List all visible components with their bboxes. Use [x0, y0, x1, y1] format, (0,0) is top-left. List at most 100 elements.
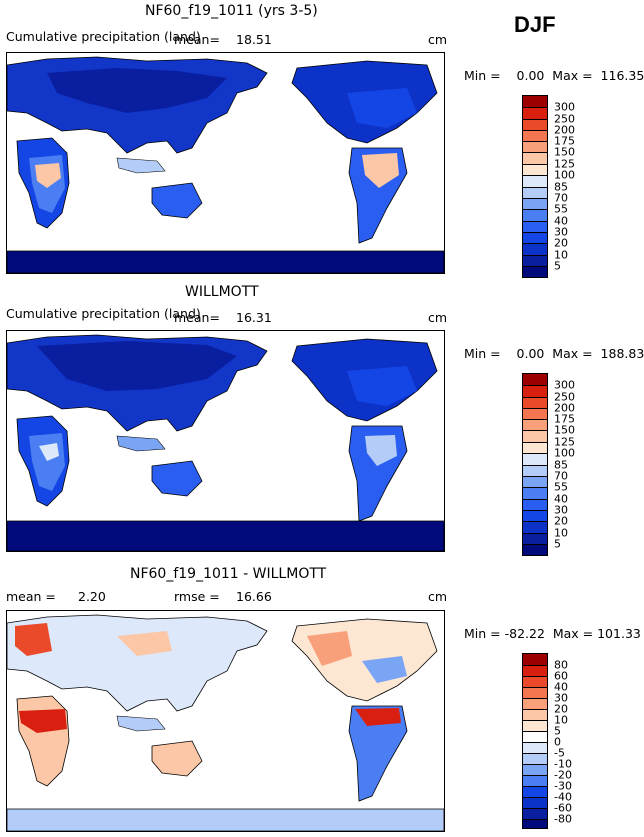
- panel1-region-eurasia-dark: [47, 68, 227, 113]
- panel2-cbar-cell: [522, 521, 548, 533]
- panel3-title: NF60_f19_1011 - WILLMOTT: [130, 566, 327, 582]
- panel3-cbar-cell: [522, 742, 548, 753]
- panel1-map: [6, 52, 445, 274]
- panel3-cbar-cell: [522, 676, 548, 687]
- panel2-title: WILLMOTT: [185, 284, 259, 300]
- panel1-cbar-cell: [522, 141, 548, 152]
- panel3-cbar-label: 40: [554, 680, 568, 694]
- panel2-units: cm: [428, 310, 448, 325]
- panel2-cbar-cell: [522, 533, 548, 544]
- panel1-cbar-label: 150: [554, 145, 575, 159]
- panel2-region-indonesia: [116, 435, 166, 452]
- panel3-cbar-label: 30: [554, 691, 568, 705]
- panel3-rmse-value: 16.66: [236, 589, 272, 604]
- season-label: DJF: [514, 12, 556, 37]
- panel3-cbar-cell: [522, 709, 548, 720]
- panel1-cbar-label: 125: [554, 157, 575, 171]
- panel1-mean-value: 18.51: [236, 32, 272, 47]
- panel3-cbar-cell: [522, 819, 548, 829]
- panel2-cbar-cell: [522, 430, 548, 442]
- panel1-region-australia: [151, 182, 203, 219]
- panel1-cbar-cell: [522, 175, 548, 187]
- panel1-cbar-label: 40: [554, 214, 568, 228]
- panel2-cbar-cell: [522, 442, 548, 453]
- panel1-cbar-cell: [522, 198, 548, 209]
- panel3-cbar-label: -40: [554, 790, 572, 804]
- panel3-cbar-label: -30: [554, 779, 572, 793]
- panel3-cbar-label: 80: [554, 658, 568, 672]
- panel2-cbar-label: 250: [554, 390, 575, 404]
- panel3-cbar-label: -80: [554, 812, 572, 826]
- panel2-cbar-label: 20: [554, 514, 568, 528]
- panel1-cbar-cell: [522, 107, 548, 119]
- panel2-cbar-label: 150: [554, 423, 575, 437]
- panel2-cbar-label: 40: [554, 492, 568, 506]
- panel3-cbar-cell: [522, 731, 548, 742]
- panel3-cbar-cell: [522, 698, 548, 709]
- panel2-cbar-cell: [522, 476, 548, 487]
- panel1-cbar-cell: [522, 119, 548, 130]
- panel2-cbar-cell: [522, 419, 548, 430]
- panel3-cbar-label: 60: [554, 669, 568, 683]
- panel2-cbar-label: 300: [554, 378, 575, 392]
- panel3-region-south-america: [348, 705, 408, 802]
- panel2-mean-label: mean=: [174, 310, 220, 325]
- panel1-cbar-label: 10: [554, 248, 568, 262]
- panel1-cbar-cell: [522, 130, 548, 141]
- panel1-minmax: Min = 0.00 Max = 116.35: [464, 68, 644, 83]
- panel3-region-eurasia: [7, 614, 268, 712]
- panel1-cbar-label: 20: [554, 236, 568, 250]
- panel1-cbar-cell: [522, 243, 548, 255]
- panel1-region-indonesia: [116, 157, 166, 174]
- panel2-region-australia: [151, 460, 203, 497]
- panel1-cbar-cell: [522, 164, 548, 175]
- panel2-region-south-america-wet: [365, 435, 397, 466]
- panel3-cbar-cell: [522, 786, 548, 797]
- panel3-cbar-label: -60: [554, 801, 572, 815]
- panel2-cbar-label: 70: [554, 469, 568, 483]
- panel1-cbar-label: 85: [554, 180, 568, 194]
- panel2-cbar-label: 100: [554, 446, 575, 460]
- panel2-cbar-label: 55: [554, 480, 568, 494]
- panel2-cbar-label: 175: [554, 412, 575, 426]
- panel1-mean-label: mean=: [174, 32, 220, 47]
- panel1-cbar-cell: [522, 266, 548, 278]
- panel1-cbar-label: 5: [554, 259, 561, 273]
- panel3-map: [6, 610, 445, 832]
- panel2-cbar-label: 200: [554, 401, 575, 415]
- panel3-cbar-label: 0: [554, 735, 561, 749]
- panel2-minmax: Min = 0.00 Max = 188.83: [464, 346, 644, 361]
- panel1-title: NF60_f19_1011 (yrs 3-5): [145, 3, 318, 19]
- panel1-cbar-cell: [522, 152, 548, 164]
- panel1-cbar-cell: [522, 232, 548, 243]
- panel2-region-africa-wet: [39, 443, 59, 461]
- panel3-cbar-label: 5: [554, 724, 561, 738]
- panel1-cbar-label: 175: [554, 134, 575, 148]
- panel3-cbar-label: -20: [554, 768, 572, 782]
- panel3-cbar-cell: [522, 764, 548, 775]
- panel2-cbar-cell: [522, 397, 548, 408]
- panel3-region-indonesia: [116, 715, 166, 732]
- panel3-region-north-america-dry: [362, 656, 407, 683]
- panel1-region-africa-wet: [35, 163, 61, 188]
- panel1-region-south-america-wet: [362, 153, 399, 188]
- panel3-cbar-label: -5: [554, 746, 565, 760]
- panel1-cbar-cell: [522, 221, 548, 232]
- panel2-cbar-label: 125: [554, 435, 575, 449]
- panel3-cbar-label: 10: [554, 713, 568, 727]
- panel1-cbar-cell: [522, 209, 548, 221]
- panel1-region-antarctica: [7, 250, 444, 273]
- panel2-cbar-frame: [522, 373, 548, 556]
- panel3-region-north-america-wet: [307, 631, 352, 666]
- panel2-cbar-cell: [522, 465, 548, 476]
- panel2-map: [6, 330, 445, 552]
- panel3-cbar-cell: [522, 753, 548, 764]
- panel2-subtitle: Cumulative precipitation (land): [6, 306, 201, 321]
- panel3-cbar-cell: [522, 808, 548, 819]
- panel2-cbar-cell: [522, 499, 548, 510]
- panel1-cbar-cell: [522, 255, 548, 266]
- panel3-cbar-cell: [522, 687, 548, 698]
- panel3-minmax: Min = -82.22 Max = 101.33: [464, 626, 641, 641]
- panel2-region-eurasia-dark: [37, 341, 237, 391]
- panel2-cbar-cell: [522, 487, 548, 499]
